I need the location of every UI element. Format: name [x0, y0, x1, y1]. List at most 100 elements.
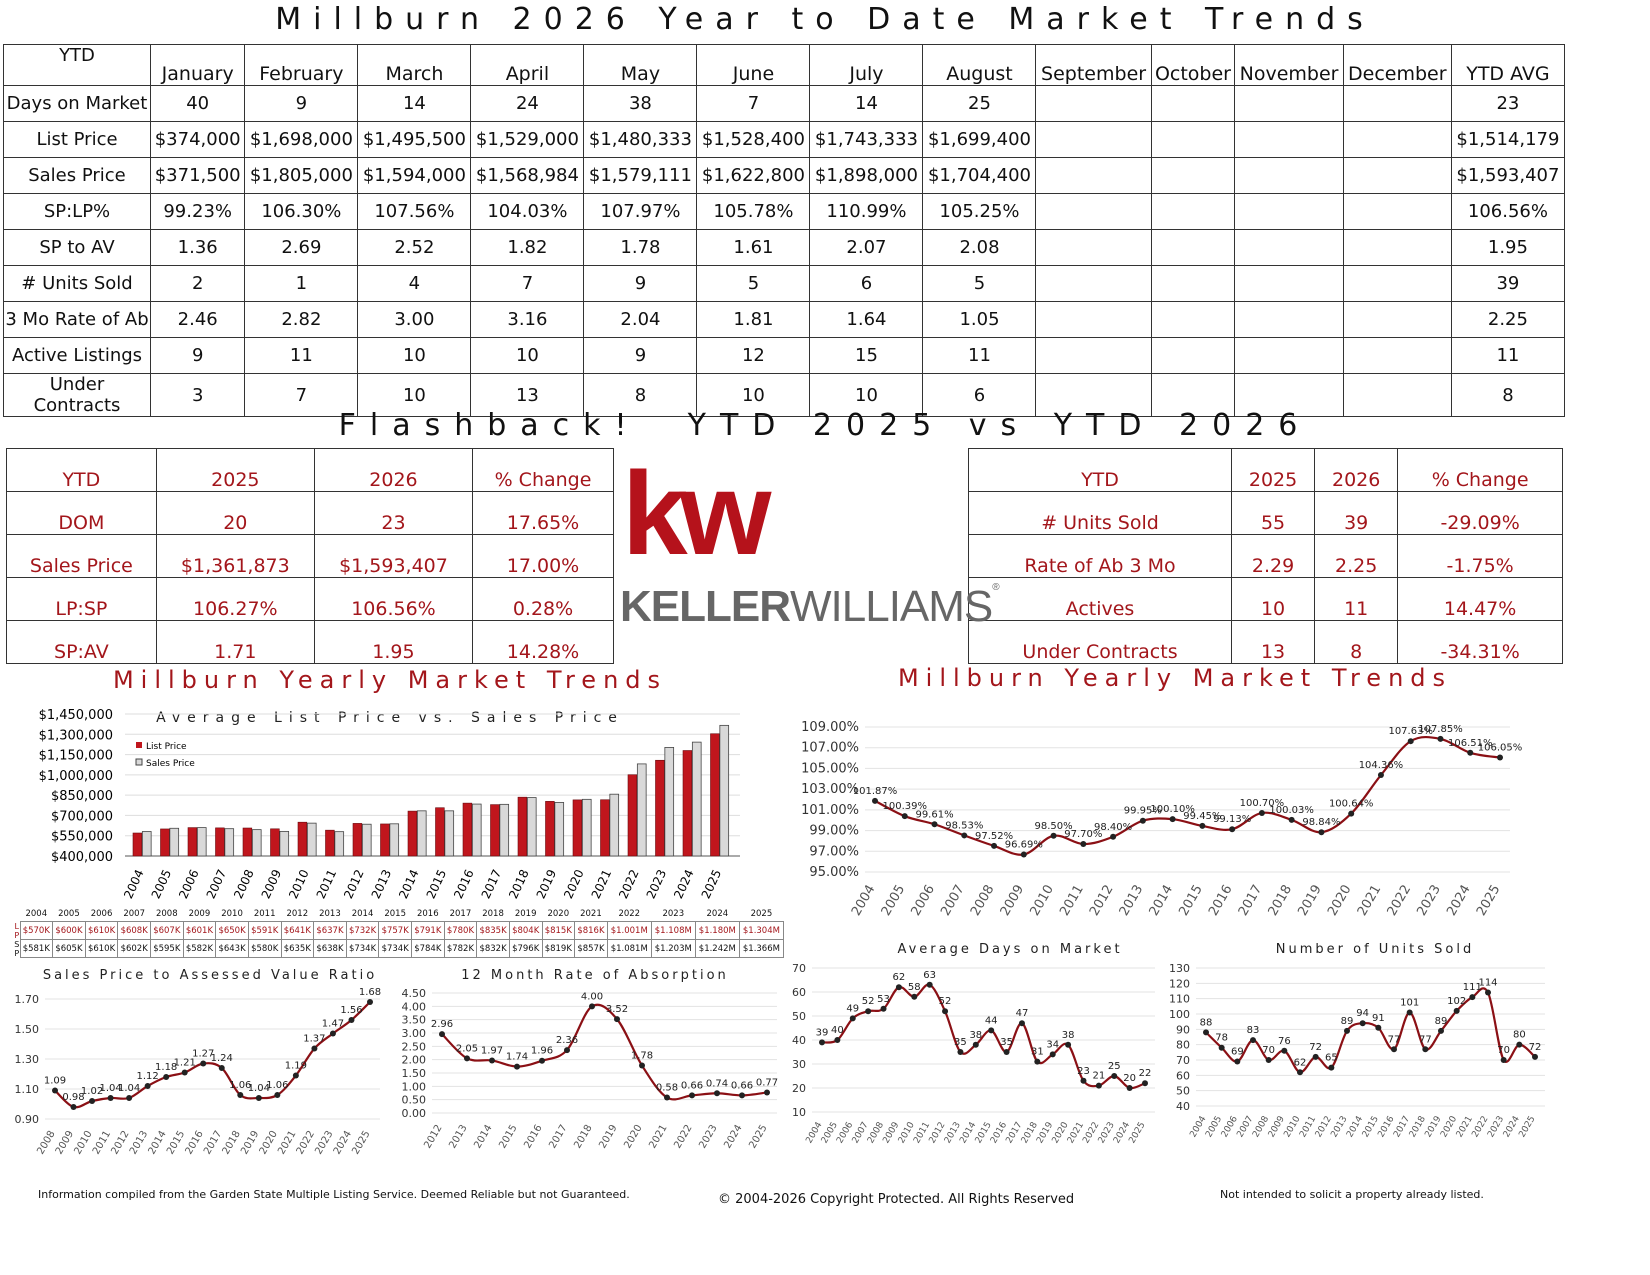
data-label: 99.45% — [1183, 811, 1221, 822]
data-label: 1.27 — [192, 1049, 214, 1060]
data-point — [1297, 1069, 1303, 1076]
ytd-cell: 2.04 — [583, 301, 698, 338]
data-label: 22 — [1139, 1068, 1152, 1079]
sp-bar — [306, 822, 317, 857]
ytd-header-row: YTD January February March April May June July A… — [3, 44, 1566, 86]
data-point — [1407, 738, 1414, 745]
flashback-right-table: YTD 2025 2026% Change # Units Sold 55 39 -29.0… — [968, 448, 1563, 664]
ytd-col-header: February — [244, 44, 359, 86]
y-tick-label: 40 — [792, 1034, 806, 1047]
ytd-row: Active Listings 9 11 10 10 9 12 15 11 11 — [3, 337, 1566, 374]
ytd-cell — [1342, 193, 1452, 230]
data-label: 69 — [1231, 1047, 1244, 1058]
data-label: 106.05% — [1478, 743, 1523, 754]
sp-bar — [141, 831, 152, 857]
lsp-year-row: 2004 2005 2006 2007 2008 2009 2010 2011 2012 2013… — [14, 906, 784, 922]
flashback-cell: 14.47% — [1397, 577, 1563, 621]
flashback-row: Under Contracts 13 8 -34.31% — [968, 620, 1563, 664]
data-label: 3.52 — [606, 1004, 628, 1015]
ytd-cell: $374,000 — [149, 121, 246, 158]
lp-bar — [627, 774, 638, 857]
data-point — [1065, 1041, 1072, 1048]
ytd-cell: 13 — [470, 373, 585, 417]
ytd-cell: $1,528,400 — [696, 121, 811, 158]
ytd-cell: 107.97% — [583, 193, 698, 230]
x-tick-label: 2008 — [231, 867, 257, 901]
data-label: 100.70% — [1240, 798, 1285, 809]
ytd-col-header: YTD AVG — [1450, 44, 1566, 86]
lp-bar — [160, 828, 170, 857]
data-label: 1.68 — [359, 987, 381, 998]
y-tick-label: 103.00% — [801, 782, 859, 797]
ytd-cell — [1150, 337, 1236, 374]
data-label: 40 — [831, 1025, 844, 1036]
data-point — [348, 1017, 355, 1023]
data-label: 0.58 — [656, 1083, 678, 1094]
ytd-cell: 107.56% — [357, 193, 472, 230]
lsp-year: 2015 — [384, 908, 406, 919]
ytd-cell: 14 — [357, 85, 472, 122]
y-tick-label: 97.00% — [809, 844, 859, 859]
data-label: 70 — [1262, 1045, 1275, 1056]
data-point — [292, 1072, 299, 1079]
data-label: 2.05 — [456, 1043, 478, 1054]
data-point — [1467, 749, 1474, 756]
data-label: 35 — [1000, 1037, 1013, 1048]
x-tick-label: 2025 — [350, 1129, 372, 1157]
y-tick-label: 20 — [792, 1082, 806, 1095]
data-point — [1142, 1080, 1148, 1087]
ytd-cell — [1342, 85, 1452, 122]
lp-sp-table: 2004 2005 2006 2007 2008 2009 2010 2011 2012 2013… — [14, 906, 785, 958]
data-point — [70, 1104, 77, 1110]
data-label: 100.39% — [883, 801, 928, 812]
lsp-lp-row: L P $570K $600K $610K $608K $607K $601K $650K $5… — [14, 921, 785, 940]
data-label: 44 — [985, 1015, 998, 1026]
x-tick-label: 2015 — [424, 867, 450, 901]
data-point — [464, 1055, 470, 1062]
data-point — [218, 1065, 225, 1071]
x-tick-label: 2021 — [589, 867, 615, 901]
x-tick-label: 2020 — [258, 1129, 280, 1157]
ytd-cell: 6 — [809, 265, 924, 302]
spav-chart: 0.901.101.301.501.701.090.981.021.041.04… — [15, 987, 382, 1157]
ytd-cell: $1,529,000 — [470, 121, 585, 158]
page-title: Millburn 2026 Year to Date Market Trends — [275, 2, 1375, 37]
ytd-cell: 2.52 — [357, 229, 472, 266]
ytd-row: 3 Mo Rate of Ab 2.46 2.82 3.00 3.16 2.04 1.81 1… — [3, 301, 1566, 338]
data-point — [1453, 1007, 1460, 1014]
y-tick-label: 2.50 — [402, 1040, 427, 1053]
data-label: 34 — [1046, 1039, 1059, 1050]
flashback-cell: -34.31% — [1397, 620, 1563, 664]
lsp-sp-cell: $605K — [52, 939, 86, 958]
ytd-row: Under Contracts 3 7 10 13 8 10 10 6 8 — [3, 373, 1566, 417]
data-point — [367, 999, 373, 1005]
data-point — [274, 1092, 281, 1098]
ytd-col-header: June — [696, 44, 811, 86]
lsp-sp-cell: $796K — [508, 939, 543, 958]
x-tick-label: 2022 — [672, 1123, 694, 1151]
data-label: 1.06 — [229, 1080, 251, 1091]
lsp-year: 2023 — [662, 908, 685, 919]
ytd-cell: 11 — [244, 337, 359, 374]
ytd-cell — [1342, 157, 1452, 194]
lp-bar — [545, 801, 555, 857]
flashback-header-cell: 2026 — [1314, 448, 1399, 492]
ytd-cell — [1035, 85, 1152, 122]
data-point — [311, 1045, 318, 1052]
ytd-cell: 5 — [922, 265, 1037, 302]
sp-bar — [499, 803, 510, 857]
data-label: 98.53% — [945, 820, 983, 831]
data-point — [564, 1047, 570, 1054]
ytd-corner: YTD — [3, 44, 151, 86]
ytd-cell: 38 — [583, 85, 698, 122]
ytd-col-header: August — [922, 44, 1037, 86]
y-tick-label: 1.10 — [15, 1083, 40, 1096]
data-point — [1437, 735, 1444, 742]
data-label: 4.00 — [581, 991, 603, 1002]
ytd-cell: 7 — [244, 373, 359, 417]
kw-logo: kw KELLERWILLIAMS® — [618, 448, 1000, 638]
data-point — [1258, 809, 1265, 816]
x-tick-label: 2021 — [647, 1123, 669, 1151]
sp-bar — [554, 802, 565, 857]
ytd-cell: 2.69 — [244, 229, 359, 266]
